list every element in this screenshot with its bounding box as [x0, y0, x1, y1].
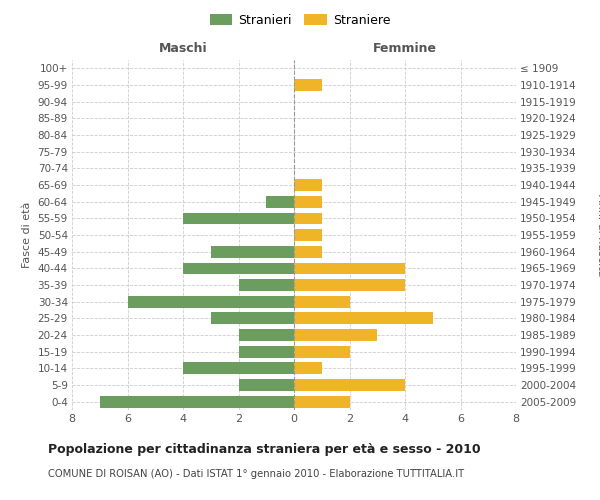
- Bar: [294, 246, 322, 258]
- Bar: [294, 396, 349, 407]
- Bar: [183, 362, 294, 374]
- Bar: [211, 246, 294, 258]
- Bar: [294, 179, 322, 191]
- Bar: [294, 262, 405, 274]
- Bar: [294, 296, 349, 308]
- Text: COMUNE DI ROISAN (AO) - Dati ISTAT 1° gennaio 2010 - Elaborazione TUTTITALIA.IT: COMUNE DI ROISAN (AO) - Dati ISTAT 1° ge…: [48, 469, 464, 479]
- Bar: [294, 79, 322, 91]
- Bar: [294, 279, 405, 291]
- Y-axis label: Fasce di età: Fasce di età: [22, 202, 32, 268]
- Bar: [211, 312, 294, 324]
- Bar: [183, 212, 294, 224]
- Bar: [294, 329, 377, 341]
- Bar: [294, 362, 322, 374]
- Bar: [239, 329, 294, 341]
- Bar: [294, 229, 322, 241]
- Bar: [294, 196, 322, 207]
- Text: Femmine: Femmine: [373, 42, 437, 55]
- Bar: [100, 396, 294, 407]
- Bar: [266, 196, 294, 207]
- Bar: [239, 346, 294, 358]
- Bar: [294, 212, 322, 224]
- Bar: [294, 346, 349, 358]
- Bar: [239, 379, 294, 391]
- Text: Maschi: Maschi: [158, 42, 208, 55]
- Bar: [294, 379, 405, 391]
- Text: Popolazione per cittadinanza straniera per età e sesso - 2010: Popolazione per cittadinanza straniera p…: [48, 442, 481, 456]
- Bar: [128, 296, 294, 308]
- Bar: [183, 262, 294, 274]
- Bar: [239, 279, 294, 291]
- Bar: [294, 312, 433, 324]
- Legend: Stranieri, Straniere: Stranieri, Straniere: [205, 8, 395, 32]
- Y-axis label: Anni di nascita: Anni di nascita: [596, 194, 600, 276]
